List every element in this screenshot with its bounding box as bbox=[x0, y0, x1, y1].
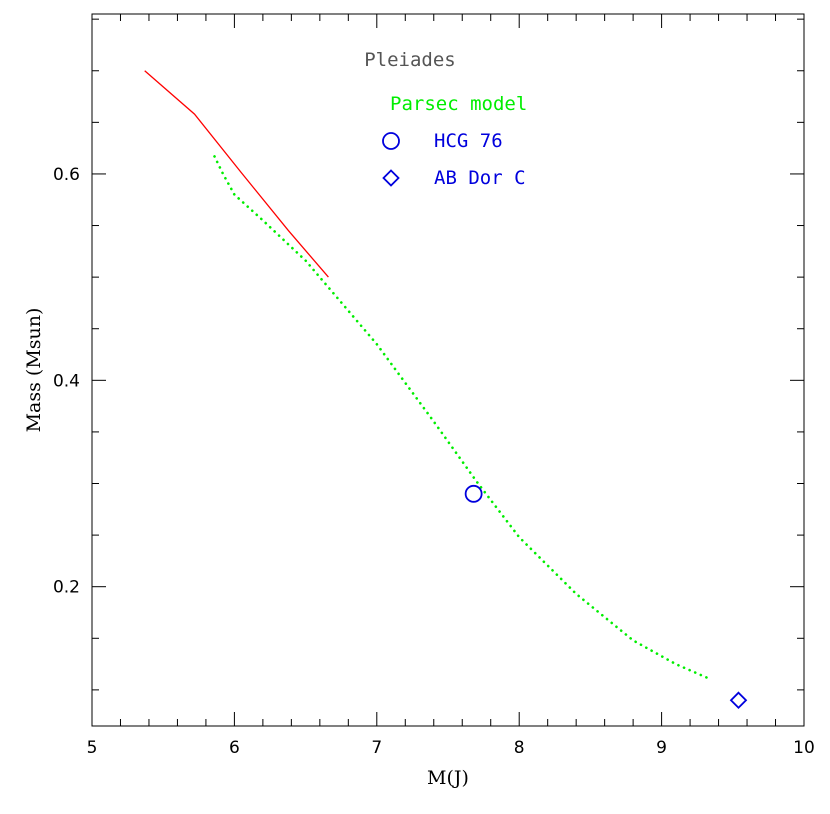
x-tick-label: 10 bbox=[793, 738, 815, 758]
axis-tick-labels: 5 6 7 8 9 10 0.2 0.4 0.6 bbox=[53, 165, 815, 758]
y-tick-label: 0.6 bbox=[53, 165, 80, 185]
legend-title: Pleiades bbox=[364, 49, 456, 71]
legend-diamond-marker bbox=[382, 169, 400, 187]
y-tick-label: 0.2 bbox=[53, 578, 80, 598]
x-tick-label: 5 bbox=[87, 738, 98, 758]
legend-circle-marker bbox=[382, 132, 400, 150]
plot-frame bbox=[91, 13, 805, 727]
y-axis-title: Mass (Msun) bbox=[23, 308, 45, 433]
axis-ticks bbox=[91, 14, 805, 726]
legend-label-parsec-model: Parsec model bbox=[390, 93, 527, 115]
series-layer bbox=[144, 70, 748, 709]
y-tick-label: 0.4 bbox=[53, 371, 80, 391]
red-solid-curve bbox=[144, 70, 329, 278]
legend-label-abdorc: AB Dor C bbox=[434, 167, 526, 189]
legend: Pleiades Parsec model HCG 76 AB Dor C bbox=[364, 49, 527, 189]
x-tick-label: 7 bbox=[371, 738, 382, 758]
abdorc-point bbox=[729, 691, 748, 709]
x-tick-label: 6 bbox=[229, 738, 240, 758]
x-tick-label: 8 bbox=[514, 738, 525, 758]
x-axis-title: M(J) bbox=[427, 767, 469, 789]
legend-label-hcg76: HCG 76 bbox=[434, 130, 503, 152]
x-tick-label: 9 bbox=[656, 738, 667, 758]
hcg76-point bbox=[464, 484, 483, 503]
parsec-model-curve bbox=[213, 155, 713, 681]
